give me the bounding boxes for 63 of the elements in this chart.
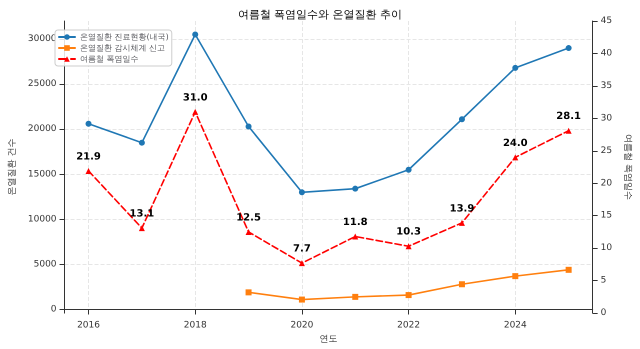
y2-tick-label: 35 — [600, 80, 612, 91]
point — [458, 281, 465, 288]
data-label: 13.1 — [130, 208, 154, 220]
point — [352, 234, 358, 240]
y-tick-label: 25000 — [28, 79, 57, 90]
data-label: 28.1 — [556, 111, 582, 122]
x-tick-label: 2018 — [184, 320, 207, 331]
y2-tick-label: 45 — [600, 16, 612, 26]
point — [458, 220, 465, 226]
y-tick-label: 15000 — [28, 169, 57, 180]
y2-tick-label: 15 — [600, 210, 612, 221]
point — [566, 266, 572, 273]
data-label: 12.5 — [236, 212, 261, 224]
point — [192, 108, 198, 115]
y2-tick-label: 5 — [600, 276, 606, 286]
point — [406, 292, 412, 298]
y2-tick-label: 20 — [600, 178, 612, 188]
point — [406, 166, 412, 173]
x-tick-label: 2022 — [397, 320, 420, 331]
point — [246, 228, 252, 235]
legend-label: 온열질환 진료현황(내국) — [80, 32, 169, 42]
data-label: 21.9 — [76, 151, 101, 162]
data-label: 24.0 — [502, 138, 528, 149]
x-axis-title: 연도 — [320, 334, 338, 344]
point — [298, 189, 305, 196]
point — [352, 294, 358, 300]
legend-label: 여름철 폭염일수 — [80, 54, 139, 64]
y-tick-label: 10000 — [28, 214, 57, 224]
data-label: 11.8 — [342, 217, 368, 228]
legend-label: 온열질환 감시체계 신고 — [80, 44, 166, 52]
data-label: 31.0 — [182, 92, 208, 104]
point — [566, 128, 572, 134]
point — [458, 116, 465, 122]
y2-tick-label: 25 — [600, 146, 612, 156]
data-label: 10.3 — [396, 226, 421, 238]
y2-tick-label: 30 — [600, 113, 612, 124]
x-tick-label: 2020 — [290, 320, 314, 331]
y-axis-title: 온열질환 건수 — [8, 138, 18, 196]
point — [298, 296, 305, 303]
point — [138, 140, 145, 146]
y2-tick-label: 10 — [600, 243, 612, 254]
y-tick-label: 20000 — [28, 124, 57, 134]
point — [512, 64, 518, 71]
x-tick-label: 2024 — [504, 320, 528, 331]
point — [298, 260, 305, 266]
point — [566, 45, 572, 52]
point — [512, 154, 518, 160]
y2-tick-label: 40 — [600, 48, 612, 58]
x-tick-label: 2016 — [77, 320, 100, 331]
y2-tick-label: 0 — [600, 308, 607, 318]
point — [406, 243, 412, 250]
point — [246, 123, 252, 130]
point — [352, 186, 358, 192]
y2-axis-title: 여름철 폭염일수 — [622, 134, 632, 200]
point — [192, 32, 198, 38]
point — [512, 273, 518, 280]
point — [246, 289, 252, 296]
y-tick-label: 0 — [50, 304, 57, 314]
point — [86, 120, 92, 127]
point — [138, 225, 145, 232]
data-label: 7.7 — [293, 244, 311, 255]
y-tick-label: 5000 — [34, 259, 57, 270]
chart-title: 여름철 폭염일수와 온열질환 추이 — [238, 8, 402, 21]
